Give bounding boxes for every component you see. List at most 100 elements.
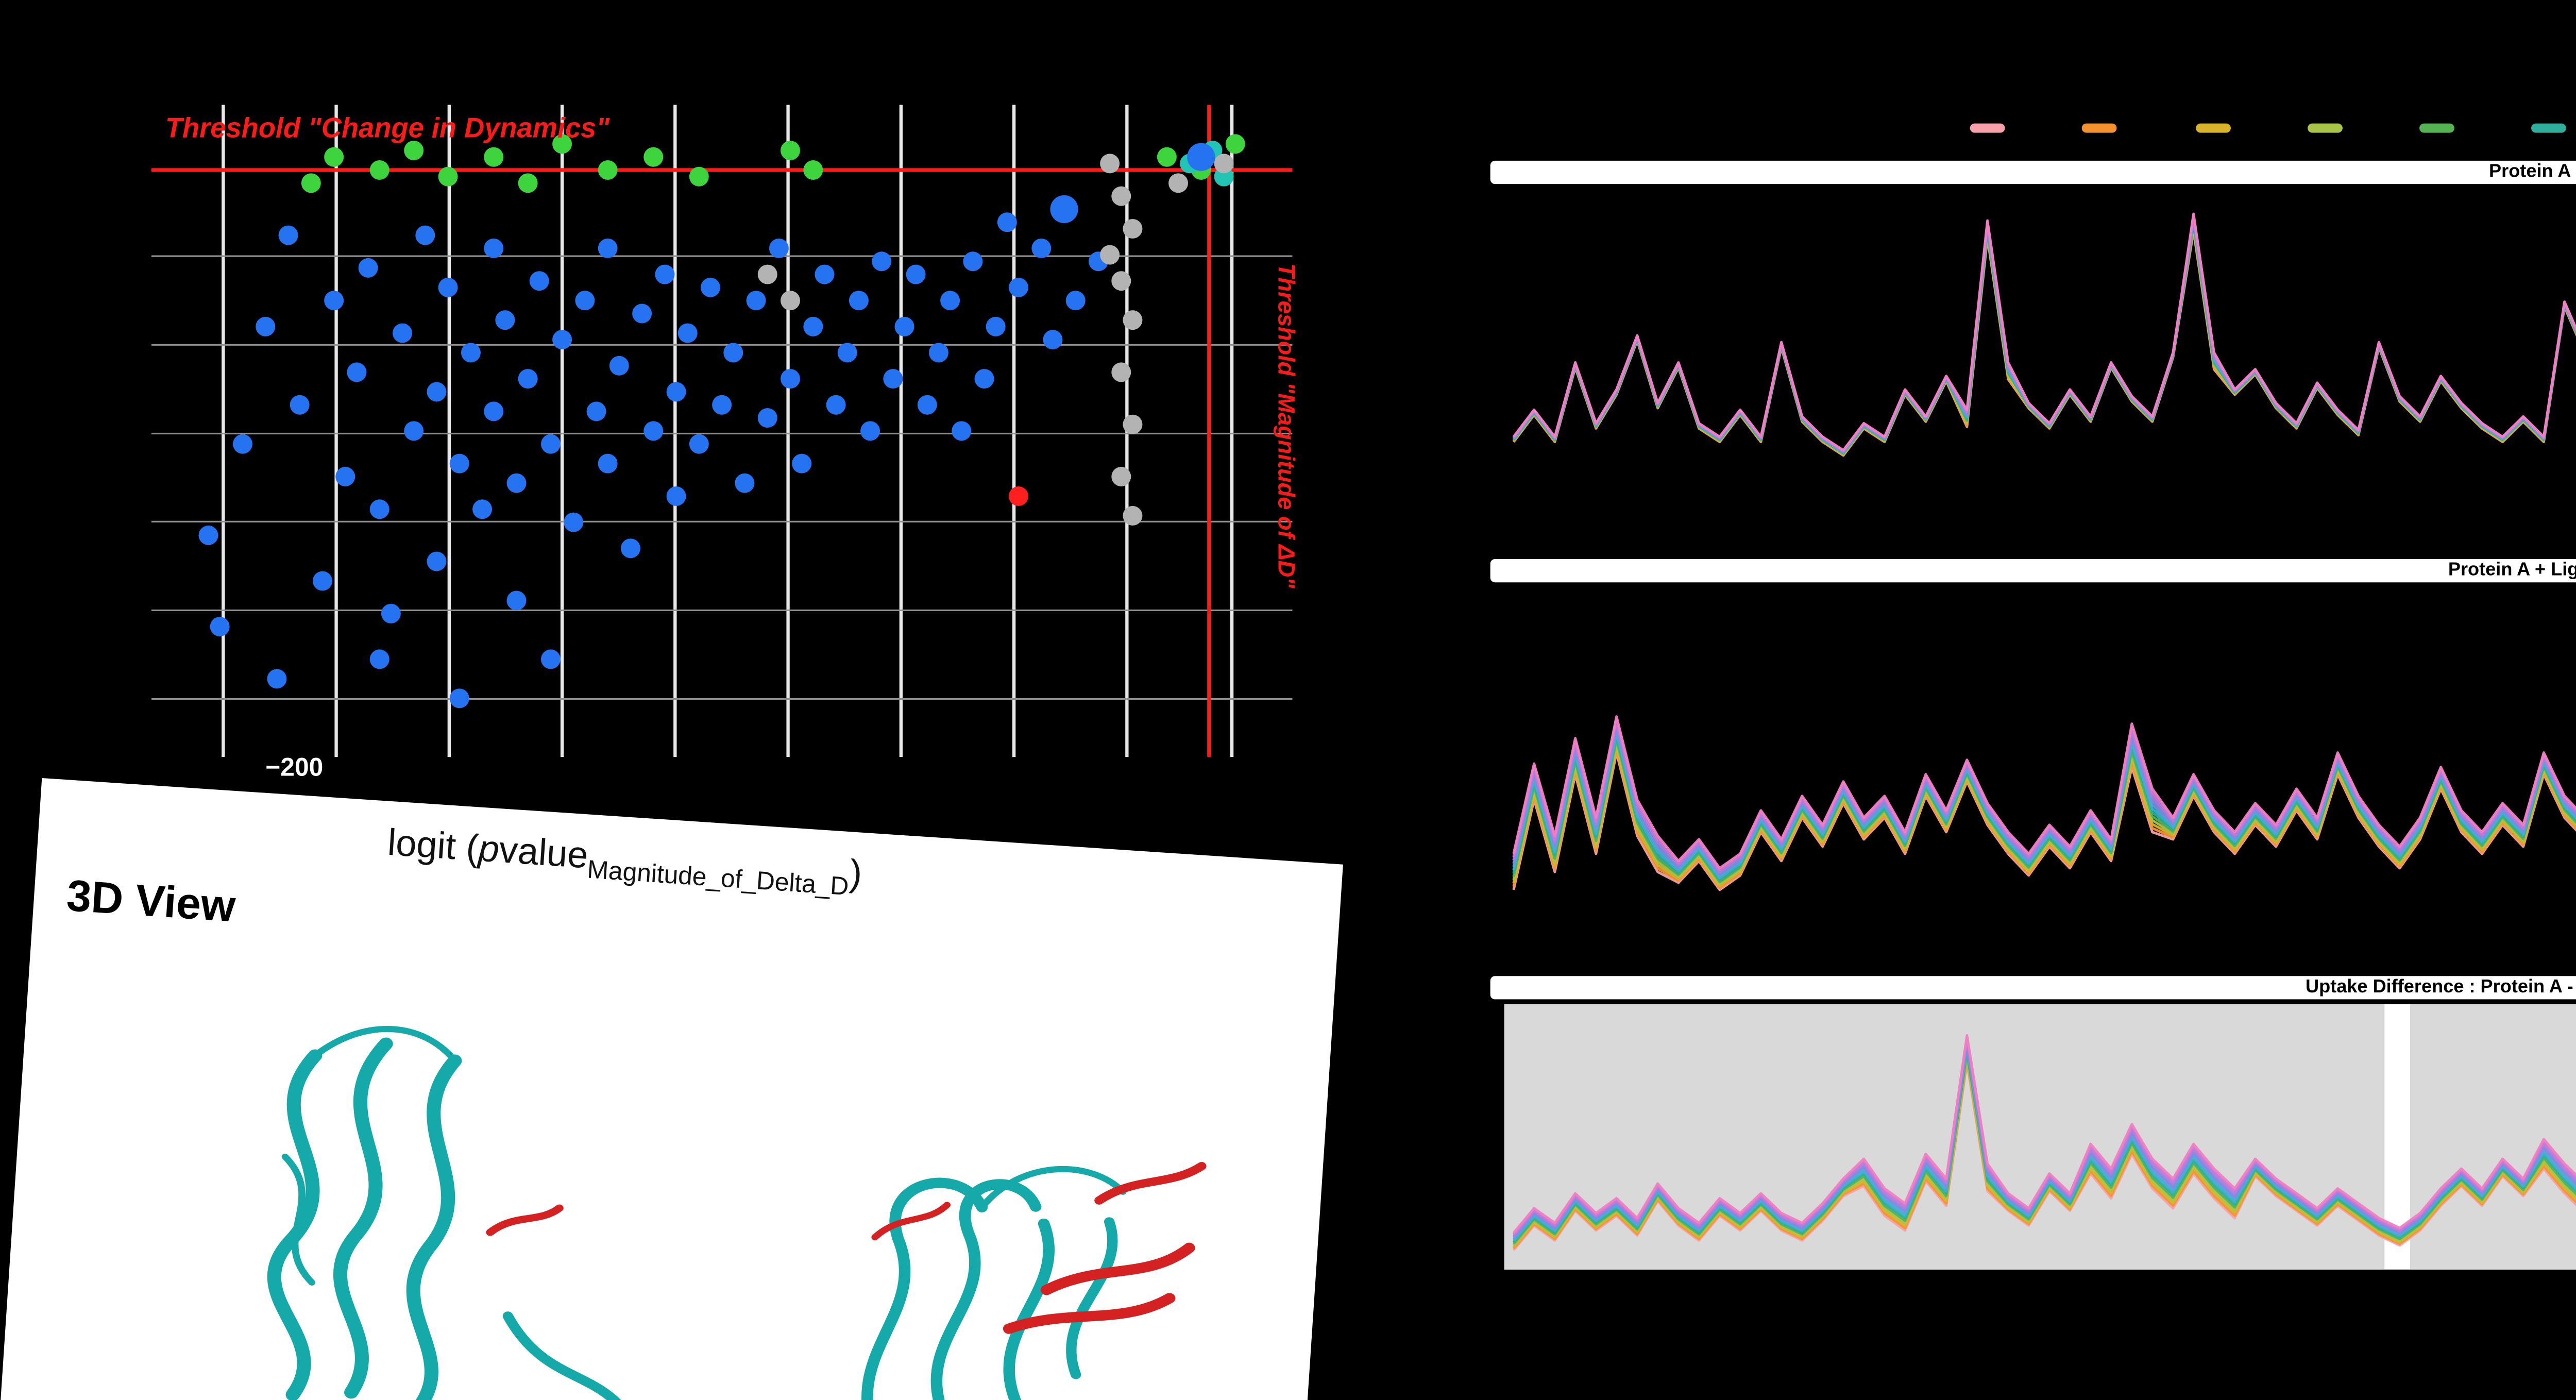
uptake-line[interactable] xyxy=(1512,222,2576,512)
scatter-point[interactable] xyxy=(803,316,823,336)
scatter-point[interactable] xyxy=(1123,414,1143,434)
scatter-point[interactable] xyxy=(301,173,321,193)
scatter-point[interactable] xyxy=(461,343,481,363)
scatter-point[interactable] xyxy=(347,362,367,382)
scatter-point[interactable] xyxy=(1111,466,1131,486)
scatter-point[interactable] xyxy=(369,160,389,180)
scatter-point[interactable] xyxy=(620,538,640,559)
scatter-point[interactable] xyxy=(860,421,880,441)
scatter-point[interactable] xyxy=(495,310,515,330)
uptake-difference-canvas[interactable] xyxy=(1504,1004,2576,1269)
scatter-point[interactable] xyxy=(928,343,948,363)
scatter-point[interactable] xyxy=(723,343,743,363)
scatter-point[interactable] xyxy=(677,323,698,343)
scatter-point[interactable] xyxy=(210,617,230,637)
scatter-point[interactable] xyxy=(883,369,903,389)
scatter-point[interactable] xyxy=(701,277,720,297)
scatter-point[interactable] xyxy=(438,277,458,297)
scatter-point[interactable] xyxy=(781,369,801,389)
scatter-point[interactable] xyxy=(484,147,504,167)
scatter-point[interactable] xyxy=(198,525,218,545)
scatter-point[interactable] xyxy=(449,688,469,709)
volcano-canvas[interactable] xyxy=(151,105,1293,757)
scatter-point[interactable] xyxy=(643,147,664,167)
scatter-point[interactable] xyxy=(1168,173,1189,193)
scatter-point[interactable] xyxy=(769,238,789,258)
scatter-point[interactable] xyxy=(792,453,812,474)
scatter-point[interactable] xyxy=(1123,310,1143,330)
scatter-point[interactable] xyxy=(655,264,675,284)
scatter-point[interactable] xyxy=(598,160,618,180)
scatter-point[interactable] xyxy=(358,258,378,278)
scatter-point[interactable] xyxy=(757,408,777,428)
scatter-point[interactable] xyxy=(278,225,298,245)
scatter-point[interactable] xyxy=(632,303,652,324)
scatter-point[interactable] xyxy=(256,316,276,336)
scatter-point[interactable] xyxy=(324,147,344,167)
scatter-point[interactable] xyxy=(781,141,801,161)
uptake-line[interactable] xyxy=(1512,215,2576,476)
scatter-point[interactable] xyxy=(735,473,755,493)
uptake-line[interactable] xyxy=(1512,644,2576,870)
uptake-line[interactable] xyxy=(1512,228,2576,531)
scatter-point[interactable] xyxy=(438,166,458,187)
uptake-line[interactable] xyxy=(1512,220,2576,503)
scatter-point[interactable] xyxy=(232,434,252,454)
scatter-point[interactable] xyxy=(290,395,310,415)
scatter-point[interactable] xyxy=(1065,291,1086,311)
scatter-point[interactable] xyxy=(324,291,344,311)
scatter-point[interactable] xyxy=(506,591,527,611)
scatter-point[interactable] xyxy=(1123,218,1143,239)
uptake-line[interactable] xyxy=(1512,214,2576,466)
scatter-point[interactable] xyxy=(712,395,732,415)
scatter-point[interactable] xyxy=(472,499,493,519)
legend-dash[interactable] xyxy=(2532,123,2567,133)
uptake-line[interactable] xyxy=(1512,229,2576,531)
scatter-point[interactable] xyxy=(917,395,937,415)
scatter-point[interactable] xyxy=(1031,238,1052,258)
scatter-point[interactable] xyxy=(609,356,629,376)
scatter-point[interactable] xyxy=(369,649,389,669)
scatter-point[interactable] xyxy=(1123,505,1143,526)
scatter-point[interactable] xyxy=(369,499,389,519)
scatter-point[interactable] xyxy=(540,649,561,669)
scatter-point[interactable] xyxy=(404,141,424,161)
scatter-point[interactable] xyxy=(826,395,846,415)
legend-dash[interactable] xyxy=(2307,123,2343,133)
scatter-point[interactable] xyxy=(404,421,424,441)
scatter-point[interactable] xyxy=(689,434,709,454)
uptake-chart-protein-a-ligand[interactable] xyxy=(1504,589,2576,969)
scatter-point[interactable] xyxy=(1187,143,1215,171)
scatter-point[interactable] xyxy=(335,466,355,486)
legend-dash[interactable] xyxy=(2419,123,2455,133)
selection-region[interactable] xyxy=(1504,1004,2385,1270)
scatter-point[interactable] xyxy=(1111,186,1131,206)
scatter-point[interactable] xyxy=(415,225,435,245)
scatter-point[interactable] xyxy=(1111,362,1131,382)
scatter-point[interactable] xyxy=(427,382,447,402)
scatter-point[interactable] xyxy=(449,453,469,474)
scatter-point[interactable] xyxy=(906,264,926,284)
scatter-point[interactable] xyxy=(1043,330,1063,350)
selection-region[interactable] xyxy=(2410,1004,2576,1270)
scatter-point[interactable] xyxy=(518,173,538,193)
scatter-point[interactable] xyxy=(815,264,835,284)
scatter-point[interactable] xyxy=(484,401,504,421)
scatter-point[interactable] xyxy=(529,271,549,291)
scatter-point[interactable] xyxy=(1050,195,1078,224)
scatter-point[interactable] xyxy=(484,238,504,258)
scatter-point[interactable] xyxy=(540,434,561,454)
scatter-point[interactable] xyxy=(666,486,686,506)
scatter-point[interactable] xyxy=(1008,486,1028,506)
scatter-point[interactable] xyxy=(267,669,287,689)
3d-view-panel[interactable]: logit (pvalueMagnitude_of_Delta_D) 3D Vi… xyxy=(0,778,1343,1400)
scatter-point[interactable] xyxy=(313,571,332,591)
scatter-point[interactable] xyxy=(1008,277,1028,297)
scatter-point[interactable] xyxy=(427,551,447,571)
scatter-point[interactable] xyxy=(757,264,777,284)
uptake-difference-chart[interactable] xyxy=(1504,1004,2576,1270)
scatter-point[interactable] xyxy=(974,369,994,389)
scatter-point[interactable] xyxy=(1157,147,1177,167)
legend-dash[interactable] xyxy=(1970,123,2005,133)
legend-dash[interactable] xyxy=(2195,123,2230,133)
